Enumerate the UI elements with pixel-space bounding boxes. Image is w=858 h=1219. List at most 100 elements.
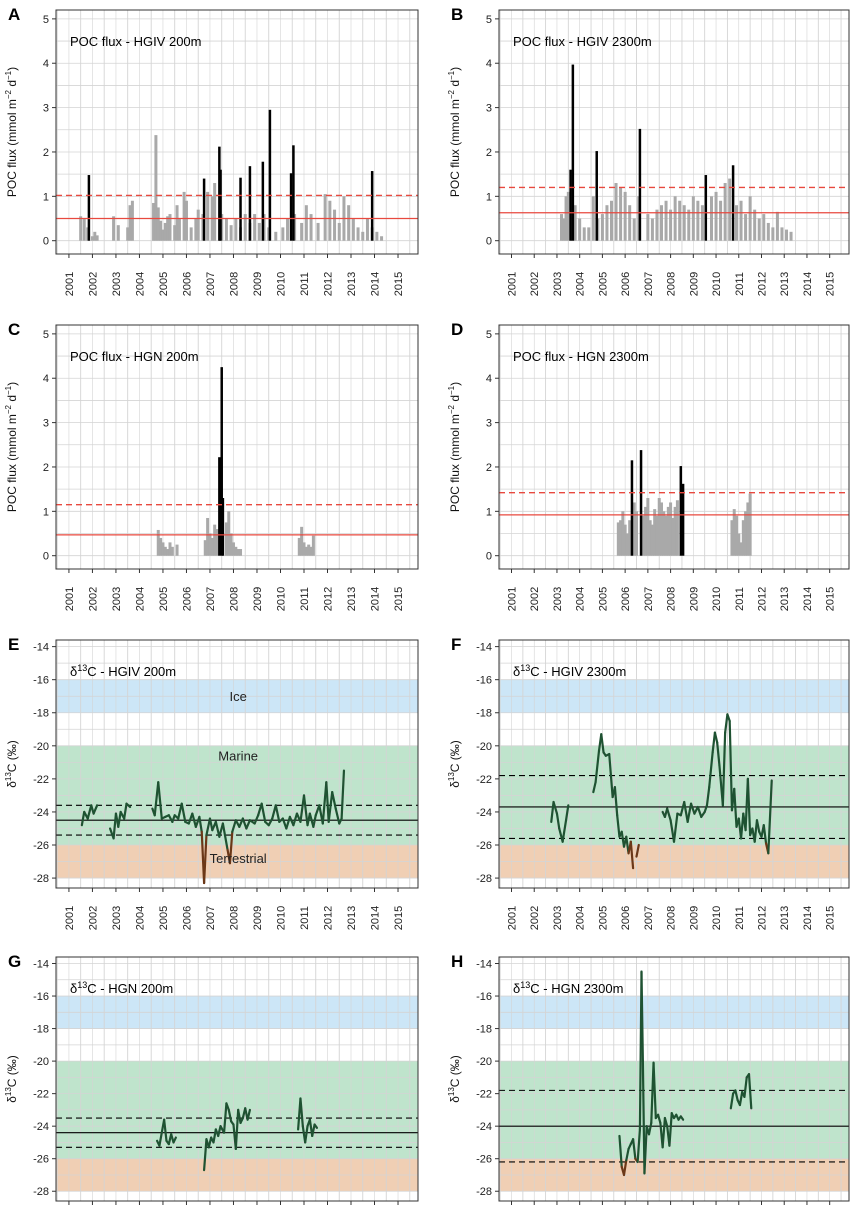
x-tick-label: 2006 [620, 587, 632, 611]
ylabel-prefix: δ [448, 1096, 462, 1103]
ylabel-text: POC flux [5, 149, 19, 197]
title-sup: 13 [77, 663, 87, 673]
x-tick-label: 2005 [158, 587, 170, 611]
series-segment [231, 819, 237, 833]
series-segment [641, 1060, 646, 1175]
series-segment [635, 843, 640, 858]
panel-label: B [451, 5, 463, 24]
band-label-marine: Marine [218, 749, 258, 764]
series-segment [663, 1116, 669, 1128]
bar-gray [328, 200, 332, 241]
bar-gray [210, 537, 214, 556]
y-tick-label: 5 [486, 14, 492, 26]
bar-gray [678, 200, 682, 241]
bar-gray [671, 517, 675, 556]
x-tick-label: 2009 [688, 272, 700, 296]
x-tick-label: 2011 [734, 272, 746, 296]
ylabel-text: POC flux [448, 149, 462, 197]
y-tick-label: 4 [43, 58, 49, 70]
bar-black [239, 177, 242, 241]
series-segment [703, 804, 709, 814]
y-tick-label: 4 [486, 58, 492, 70]
bar-gray [380, 236, 384, 241]
y-tick-label: -28 [33, 873, 49, 885]
panel-c: 0 1 2 3 4 5 2001 2002 2003 2004 2005 2006 2007 2008 20… [4, 320, 419, 611]
x-tick-label: 2015 [393, 272, 405, 296]
title-sup: 13 [520, 663, 530, 673]
x-tick-label: 2014 [802, 272, 814, 296]
bar-gray [206, 517, 210, 556]
ylabel-text: POC flux [448, 464, 462, 512]
panel-label: H [451, 952, 463, 971]
bar-black [248, 166, 252, 241]
x-tick-label: 2010 [275, 272, 287, 296]
y-tick-label: -14 [476, 959, 492, 971]
bar-gray [696, 200, 700, 241]
bar-gray [281, 227, 285, 241]
bar-gray [229, 225, 233, 241]
bar-gray [644, 506, 648, 556]
chart-title: δ13C - HGIV 2300m [513, 663, 626, 679]
series-segment [221, 822, 229, 852]
band-label-terrestrial: Terrestrial [210, 851, 267, 866]
bar-gray [333, 209, 337, 241]
series-segment [616, 814, 621, 838]
x-tick-label: 2013 [346, 906, 358, 930]
series-segment [180, 802, 187, 823]
x-tick-label: 2005 [158, 272, 170, 296]
bar-gray [309, 214, 313, 241]
y-tick-label: -24 [33, 807, 49, 819]
bar-black [681, 483, 685, 556]
y-tick-label: -14 [33, 959, 49, 971]
ylabel-unit: (mmol m [5, 414, 19, 464]
bar-gray [224, 218, 228, 241]
y-tick-label: -16 [33, 991, 49, 1003]
x-tick-label: 2008 [666, 587, 678, 611]
x-tick-label: 2010 [711, 906, 723, 930]
series-segment [245, 819, 252, 830]
bar-gray [587, 227, 591, 241]
bar-gray [619, 187, 623, 241]
bar-gray [189, 227, 193, 241]
y-tick-label: 5 [43, 14, 49, 26]
series-segment [117, 810, 122, 828]
bar-gray [628, 205, 632, 241]
y-tick-label: 2 [486, 462, 492, 474]
series-segment [613, 786, 619, 817]
x-tick-label: 2003 [111, 906, 123, 930]
bar-gray [375, 231, 379, 241]
series-segment [716, 741, 721, 767]
panel-d: 0 1 2 3 4 5 2001 2002 2003 2004 2005 2006 2007 2008 20… [447, 320, 850, 611]
chart-title: POC flux - HGN 2300m [513, 349, 649, 364]
ylabel-prefix: δ [5, 781, 19, 788]
bar-gray [648, 520, 652, 556]
series-segment [225, 1102, 230, 1112]
ylabel-unit: (mmol m [5, 99, 19, 149]
ylabel-sup: −1 [447, 70, 456, 80]
series-segment [246, 1108, 252, 1121]
y-tick-label: -18 [33, 708, 49, 720]
y-tick-label: -18 [33, 1024, 49, 1036]
series-segment [708, 751, 714, 789]
x-tick-label: 2015 [825, 906, 837, 930]
bar-gray [203, 540, 207, 556]
x-tick-label: 2001 [64, 272, 76, 296]
bar-gray [730, 520, 734, 556]
bar-gray [682, 205, 686, 241]
bar-gray [347, 205, 351, 241]
x-tick-label: 2013 [779, 272, 791, 296]
bar-gray [780, 227, 784, 241]
panel-e: -28 -26 -24 -22 -20 -18 -16 -14 2001 2002 2003 2004… [4, 635, 419, 930]
y-tick-label: -14 [476, 642, 492, 654]
bar-gray [239, 549, 243, 556]
bar-gray [173, 225, 177, 241]
bar-gray [215, 529, 219, 556]
x-tick-label: 2008 [228, 587, 240, 611]
bar-gray [621, 511, 625, 556]
bar-gray [213, 524, 217, 556]
x-tick-label: 2009 [252, 272, 264, 296]
title-prefix: δ [70, 981, 77, 996]
bar-gray [177, 218, 181, 241]
y-tick-label: 1 [486, 191, 492, 203]
y-tick-label: 0 [43, 236, 49, 248]
